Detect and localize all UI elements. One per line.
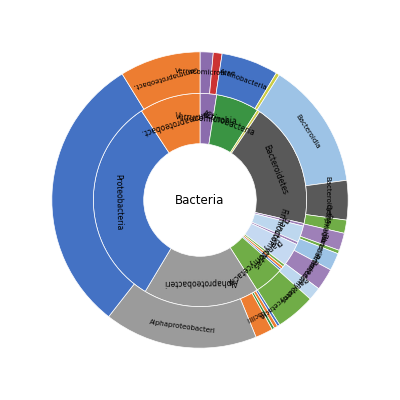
Text: Verrucomicrobiae: Verrucomicrobiae — [175, 68, 236, 77]
Text: Bacteroidetes: Bacteroidetes — [324, 176, 330, 224]
Wedge shape — [240, 293, 272, 337]
Wedge shape — [142, 93, 200, 153]
Text: Proteobacteria: Proteobacteria — [114, 173, 124, 230]
Wedge shape — [256, 290, 280, 326]
Text: Planctomycetacia: Planctomycetacia — [257, 275, 308, 320]
Wedge shape — [300, 224, 344, 250]
Text: Bacteroidia: Bacteroidia — [294, 113, 320, 150]
Text: Planctomycetacia: Planctomycetacia — [224, 236, 282, 288]
Wedge shape — [279, 264, 319, 299]
Wedge shape — [243, 235, 283, 269]
Text: Alphaproteobacteri: Alphaproteobacteri — [149, 319, 216, 334]
Text: Gammaproteobact.: Gammaproteobact. — [140, 107, 214, 137]
Wedge shape — [304, 214, 347, 233]
Text: Actinobacteria: Actinobacteria — [201, 110, 257, 138]
Text: Gammaproteobact.: Gammaproteobact. — [132, 65, 198, 90]
Wedge shape — [306, 180, 348, 220]
Wedge shape — [122, 52, 200, 109]
Text: Bacteria: Bacteria — [175, 194, 225, 206]
Wedge shape — [109, 284, 256, 348]
Wedge shape — [299, 236, 339, 254]
Wedge shape — [245, 224, 297, 265]
Text: Cytophagia: Cytophagia — [319, 203, 332, 243]
Text: Firmicutes: Firmicutes — [295, 252, 320, 285]
Wedge shape — [252, 292, 274, 330]
Wedge shape — [286, 250, 331, 289]
Wedge shape — [252, 214, 304, 242]
Wedge shape — [93, 111, 171, 292]
Text: Firmicutes: Firmicutes — [266, 206, 288, 246]
Wedge shape — [209, 95, 258, 152]
Wedge shape — [145, 248, 257, 307]
Wedge shape — [257, 75, 347, 186]
Text: Verrucomicrobia: Verrucomicrobia — [175, 112, 238, 126]
Wedge shape — [200, 93, 217, 144]
Wedge shape — [230, 110, 260, 153]
Wedge shape — [244, 234, 285, 267]
Wedge shape — [254, 291, 278, 328]
Wedge shape — [200, 52, 213, 94]
Text: Planctomycetes: Planctomycetes — [279, 258, 318, 304]
Wedge shape — [216, 54, 276, 108]
Text: Actinobacteria: Actinobacteria — [218, 69, 268, 92]
Wedge shape — [52, 74, 144, 317]
Text: Bacteroidetes: Bacteroidetes — [262, 144, 290, 196]
Text: Planctomycetes: Planctomycetes — [250, 214, 289, 270]
Wedge shape — [257, 271, 310, 325]
Wedge shape — [242, 236, 282, 270]
Wedge shape — [251, 222, 298, 244]
Wedge shape — [254, 212, 304, 226]
Wedge shape — [210, 52, 222, 94]
Wedge shape — [230, 237, 280, 290]
Text: Flavobacteria: Flavobacteria — [313, 212, 332, 260]
Wedge shape — [255, 73, 279, 110]
Text: Alphaproteobacteri: Alphaproteobacteri — [164, 276, 238, 286]
Text: Bacilli: Bacilli — [244, 308, 266, 322]
Wedge shape — [232, 112, 307, 224]
Wedge shape — [294, 239, 338, 270]
Text: Fibrobacteria: Fibrobacteria — [304, 231, 328, 275]
